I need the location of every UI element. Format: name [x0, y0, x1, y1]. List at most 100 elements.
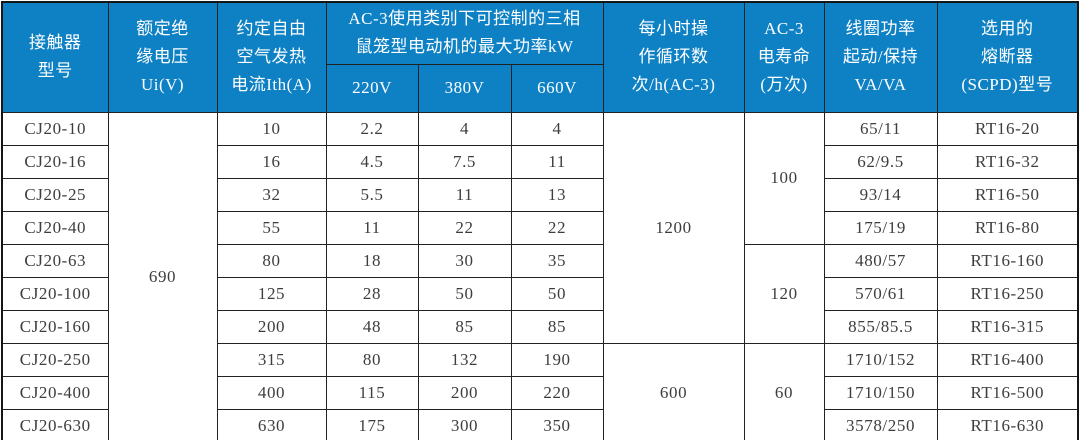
cell-thermal-current: 16 [216, 144, 327, 179]
cell-coil-power: 175/19 [823, 210, 938, 245]
table-row: CJ20-630 630 175 300 350 3578/250 RT16-630 [1, 408, 1079, 440]
cell-coil-power: 93/14 [823, 177, 938, 212]
cell-electrical-life: 120 [743, 243, 825, 344]
cell-model: CJ20-10 [1, 111, 109, 146]
cell-coil-power: 570/61 [823, 276, 938, 311]
table-row: CJ20-100 125 28 50 50 570/61 RT16-250 [1, 276, 1079, 311]
cell-thermal-current: 125 [216, 276, 327, 311]
cell-max-power-220v: 4.5 [325, 144, 419, 179]
cell-electrical-life: 60 [743, 342, 825, 440]
cell-max-power-220v: 11 [325, 210, 419, 245]
cell-thermal-current: 80 [216, 243, 327, 278]
header-row-top: 接触器 型号 额定绝 缘电压 Ui(V) 约定自由 空气发热 电流Ith(A) … [1, 1, 1079, 113]
cell-max-power-660v: 85 [510, 309, 604, 344]
header-380v: 380V [417, 63, 512, 113]
cell-coil-power: 480/57 [823, 243, 938, 278]
header-thermal-current: 约定自由 空气发热 电流Ith(A) [216, 1, 327, 113]
table-row: CJ20-25 32 5.5 11 13 93/14 RT16-50 [1, 177, 1079, 212]
table-row: CJ20-63 80 18 30 35 120 480/57 RT16-160 [1, 243, 1079, 344]
header-220v: 220V [325, 63, 419, 113]
table-row: CJ20-400 400 115 200 220 1710/150 RT16-500 [1, 375, 1079, 410]
cell-fuse-model: RT16-50 [936, 177, 1079, 212]
cell-operating-cycles: 600 [602, 342, 745, 440]
cell-coil-power: 65/11 [823, 111, 938, 146]
cell-model: CJ20-630 [1, 408, 109, 440]
cell-coil-power: 1710/150 [823, 375, 938, 410]
cell-max-power-660v: 4 [510, 111, 604, 146]
cell-max-power-220v: 80 [325, 342, 419, 377]
cell-fuse-model: RT16-315 [936, 309, 1079, 344]
cell-max-power-660v: 50 [510, 276, 604, 311]
cell-thermal-current: 400 [216, 375, 327, 410]
cell-fuse-model: RT16-32 [936, 144, 1079, 179]
cell-fuse-model: RT16-80 [936, 210, 1079, 245]
cell-max-power-660v: 11 [510, 144, 604, 179]
header-coil-power: 线圈功率 起动/保持 VA/VA [823, 1, 938, 113]
table-header: 接触器 型号 额定绝 缘电压 Ui(V) 约定自由 空气发热 电流Ith(A) … [1, 1, 1079, 113]
cell-max-power-380v: 4 [417, 111, 512, 146]
cell-thermal-current: 315 [216, 342, 327, 377]
cell-operating-cycles: 1200 [602, 111, 745, 344]
cell-fuse-model: RT16-20 [936, 111, 1079, 146]
table-row: CJ20-250 315 80 132 190 600 60 1710/152 RT16-400 [1, 342, 1079, 440]
cell-model: CJ20-400 [1, 375, 109, 410]
table-row: CJ20-40 55 11 22 22 175/19 RT16-80 [1, 210, 1079, 245]
header-model: 接触器 型号 [1, 1, 109, 113]
cell-coil-power: 1710/152 [823, 342, 938, 377]
cell-max-power-660v: 220 [510, 375, 604, 410]
cell-model: CJ20-40 [1, 210, 109, 245]
cell-coil-power: 855/85.5 [823, 309, 938, 344]
cell-max-power-660v: 35 [510, 243, 604, 278]
header-row-voltages: 220V 380V 660V [2, 63, 1078, 113]
cell-model: CJ20-160 [1, 309, 109, 344]
cell-max-power-380v: 132 [417, 342, 512, 377]
cell-max-power-220v: 28 [325, 276, 419, 311]
cell-fuse-model: RT16-160 [936, 243, 1079, 278]
header-660v: 660V [510, 63, 604, 113]
cell-model: CJ20-63 [1, 243, 109, 278]
cell-max-power-380v: 85 [417, 309, 512, 344]
cell-max-power-380v: 7.5 [417, 144, 512, 179]
header-ac3-max-power-group: AC-3使用类别下可控制的三相 鼠笼型电动机的最大功率kW [325, 1, 604, 65]
header-operating-cycles: 每小时操 作循环数 次/h(AC-3) [602, 1, 745, 113]
cell-max-power-220v: 18 [325, 243, 419, 278]
cell-max-power-380v: 200 [417, 375, 512, 410]
header-fuse-model: 选用的 熔断器 (SCPD)型号 [936, 1, 1079, 113]
cell-max-power-660v: 350 [510, 408, 604, 440]
cell-coil-power: 3578/250 [823, 408, 938, 440]
table-row: CJ20-10 690 10 2.2 4 4 1200 100 65/11 RT16-20 [1, 111, 1079, 440]
cell-model: CJ20-25 [1, 177, 109, 212]
cell-max-power-220v: 48 [325, 309, 419, 344]
cell-thermal-current: 55 [216, 210, 327, 245]
table-row: CJ20-160 200 48 85 85 855/85.5 RT16-315 [1, 309, 1079, 344]
cell-max-power-220v: 2.2 [325, 111, 419, 146]
cell-max-power-380v: 30 [417, 243, 512, 278]
cell-thermal-current: 630 [216, 408, 327, 440]
cell-max-power-660v: 22 [510, 210, 604, 245]
cell-max-power-380v: 11 [417, 177, 512, 212]
cell-model: CJ20-250 [1, 342, 109, 377]
cell-model: CJ20-100 [1, 276, 109, 311]
cell-fuse-model: RT16-630 [936, 408, 1079, 440]
cell-rated-insulation-voltage: 690 [107, 111, 218, 440]
cell-max-power-380v: 50 [417, 276, 512, 311]
cell-max-power-380v: 22 [417, 210, 512, 245]
cell-thermal-current: 200 [216, 309, 327, 344]
table-body: CJ20-10 690 10 2.2 4 4 1200 100 65/11 RT16-20 CJ20… [1, 111, 1079, 440]
cell-max-power-660v: 13 [510, 177, 604, 212]
cell-max-power-220v: 175 [325, 408, 419, 440]
cell-fuse-model: RT16-400 [936, 342, 1079, 377]
cell-fuse-model: RT16-250 [936, 276, 1079, 311]
cell-electrical-life: 100 [743, 111, 825, 245]
cell-thermal-current: 32 [216, 177, 327, 212]
table-row: CJ20-16 16 4.5 7.5 11 62/9.5 RT16-32 [1, 144, 1079, 179]
header-electrical-life: AC-3 电寿命 (万次) [743, 1, 825, 113]
cell-thermal-current: 10 [216, 111, 327, 146]
cell-coil-power: 62/9.5 [823, 144, 938, 179]
cell-model: CJ20-16 [1, 144, 109, 179]
cell-max-power-380v: 300 [417, 408, 512, 440]
cell-max-power-220v: 115 [325, 375, 419, 410]
cell-max-power-220v: 5.5 [325, 177, 419, 212]
cell-max-power-660v: 190 [510, 342, 604, 377]
